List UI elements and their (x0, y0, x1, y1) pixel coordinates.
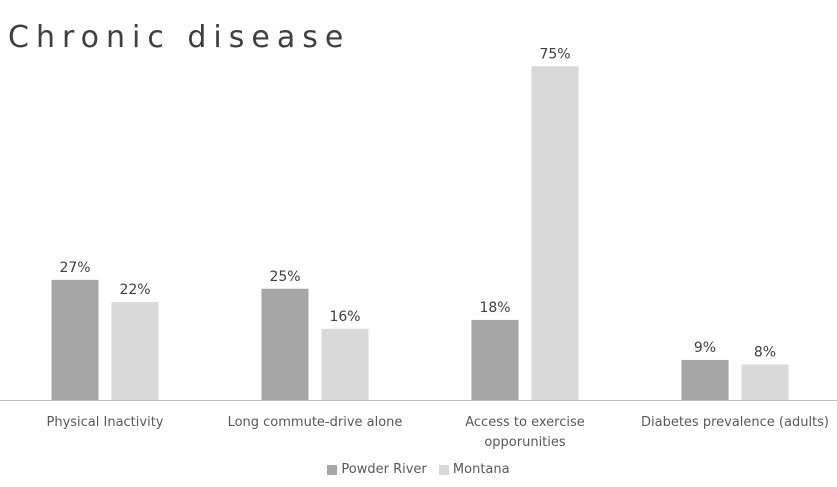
bar-powder-river-2 (471, 319, 519, 400)
bar-powder-river-1 (261, 288, 309, 400)
bar-montana-1 (321, 328, 369, 400)
data-label-powder-river-1: 25% (269, 269, 300, 285)
category-label-1: Long commute-drive alone (228, 415, 403, 430)
bar-montana-0 (111, 302, 159, 400)
legend-swatch-montana (438, 464, 449, 475)
data-label-powder-river-2: 18% (479, 300, 510, 316)
legend-label-montana: Montana (452, 462, 510, 477)
data-label-montana-2: 75% (539, 46, 570, 62)
legend-swatch-powder-river (327, 464, 338, 475)
data-label-montana-3: 8% (754, 344, 776, 360)
legend: Powder River Montana (0, 462, 837, 479)
legend-label-powder-river: Powder River (341, 462, 427, 477)
bar-powder-river-3 (681, 359, 729, 400)
data-label-powder-river-3: 9% (694, 340, 716, 356)
bar-montana-2 (531, 66, 579, 400)
data-label-montana-1: 16% (329, 309, 360, 325)
category-label-0: Physical Inactivity (46, 415, 163, 430)
legend-item-montana: Montana (438, 462, 510, 477)
legend-item-powder-river: Powder River (327, 462, 427, 477)
category-label-2: Access to exercise (465, 415, 584, 430)
bar-powder-river-0 (51, 279, 99, 400)
bar-montana-3 (741, 364, 789, 400)
chart-title: Chronic disease (8, 20, 351, 55)
data-label-powder-river-0: 27% (59, 260, 90, 276)
data-label-montana-0: 22% (119, 282, 150, 298)
category-label-3: Diabetes prevalence (adults) (641, 415, 829, 430)
category-label-2-line1: opporunities (484, 435, 566, 450)
